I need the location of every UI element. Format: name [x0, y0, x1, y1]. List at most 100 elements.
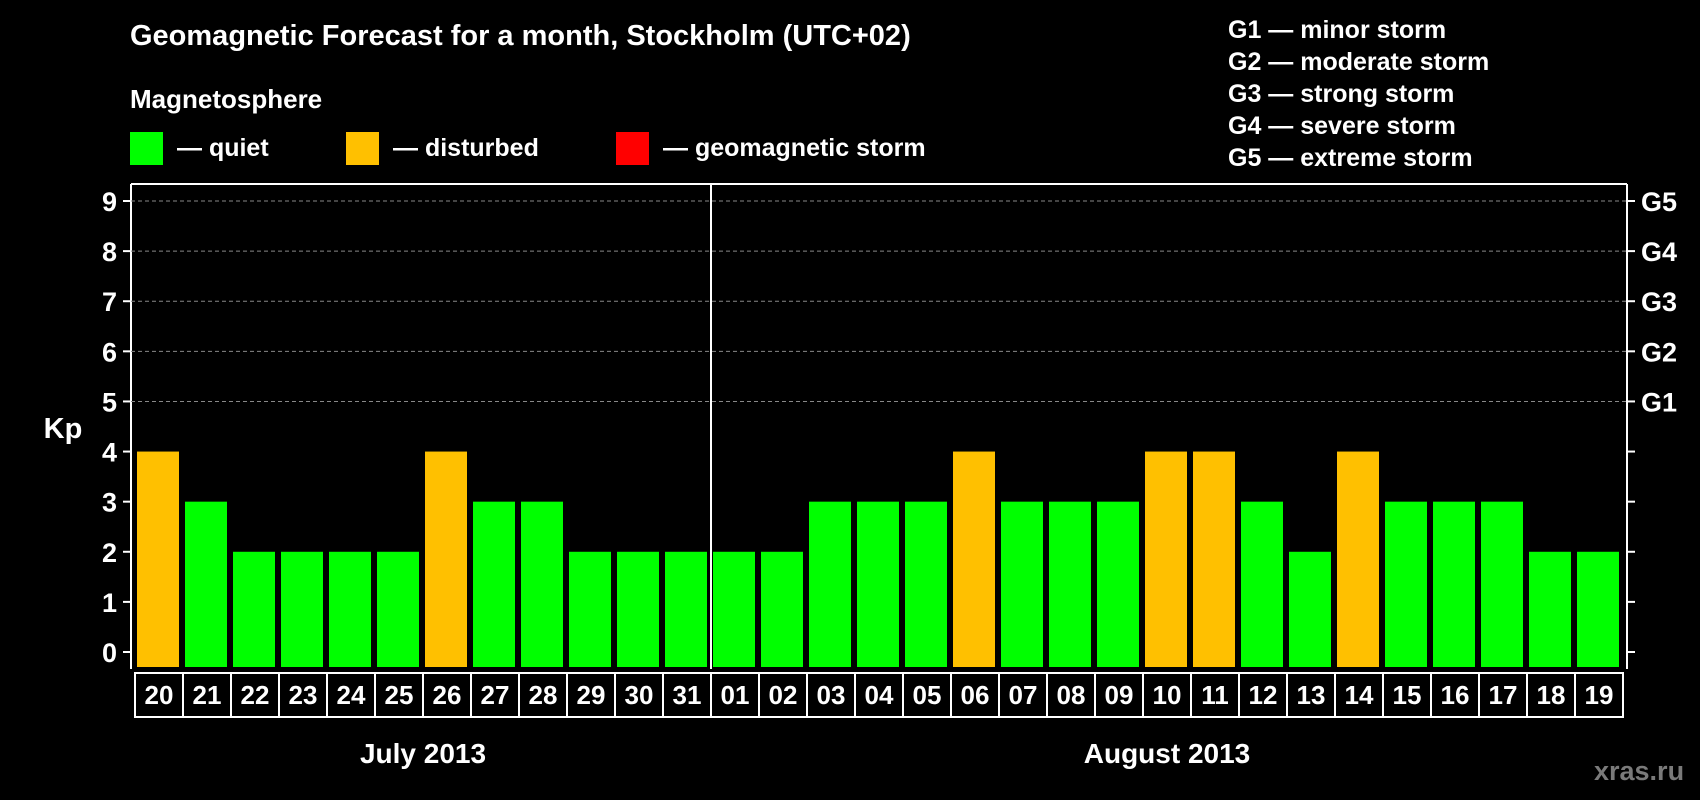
- kp-bar: [185, 501, 227, 667]
- y-tick-label: 7: [102, 287, 117, 317]
- y-tick-label: 5: [102, 387, 117, 417]
- x-tick-label: 07: [1009, 680, 1038, 710]
- y-tick-label: 4: [102, 438, 117, 468]
- y-tick-label: 3: [102, 488, 117, 518]
- g-level-label: G1: [1641, 387, 1677, 417]
- kp-bar: [233, 551, 275, 667]
- g-scale-legend: G1 — minor storm G2 — moderate storm G3 …: [1228, 14, 1489, 174]
- g-level-label: G5: [1641, 187, 1677, 217]
- watermark: xras.ru: [1594, 756, 1685, 786]
- x-tick-label: 26: [433, 680, 462, 710]
- y-tick-label: 2: [102, 538, 117, 568]
- x-tick-label: 20: [145, 680, 174, 710]
- kp-bar: [1289, 551, 1331, 667]
- kp-bar: [329, 551, 371, 667]
- kp-bar: [521, 501, 563, 667]
- kp-bar: [1001, 501, 1043, 667]
- date-row: [134, 672, 1624, 718]
- y-tick-label: 1: [102, 588, 117, 618]
- kp-bar: [137, 451, 179, 667]
- g-level-label: G3: [1641, 287, 1677, 317]
- x-tick-label: 14: [1345, 680, 1374, 710]
- kp-bar: [377, 551, 419, 667]
- y-tick-label: 9: [102, 187, 117, 217]
- g-scale-g5: G5 — extreme storm: [1228, 144, 1473, 172]
- g-scale-g2: G2 — moderate storm: [1228, 48, 1490, 76]
- kp-bar: [1145, 451, 1187, 667]
- x-tick-label: 19: [1585, 680, 1614, 710]
- x-tick-label: 30: [625, 680, 654, 710]
- x-tick-label: 12: [1249, 680, 1278, 710]
- kp-bar: [425, 451, 467, 667]
- g-scale-g4: G4 — severe storm: [1228, 112, 1456, 140]
- x-tick-label: 17: [1489, 680, 1518, 710]
- kp-bar: [1577, 551, 1619, 667]
- kp-bar: [1337, 451, 1379, 667]
- kp-bar: [1481, 501, 1523, 667]
- x-tick-label: 09: [1105, 680, 1134, 710]
- kp-bar: [953, 451, 995, 667]
- kp-bar: [1385, 501, 1427, 667]
- kp-bar: [809, 501, 851, 667]
- x-tick-label: 27: [481, 680, 510, 710]
- legend-quiet-swatch: [130, 132, 163, 165]
- magnetosphere-label: Magnetosphere: [130, 84, 323, 114]
- legend-disturbed: — disturbed: [346, 132, 539, 165]
- legend-storm: — geomagnetic storm: [616, 132, 926, 165]
- y-axis-label: Kp: [44, 413, 83, 445]
- x-tick-label: 06: [961, 680, 990, 710]
- kp-bar: [1193, 451, 1235, 667]
- x-tick-label: 01: [721, 680, 750, 710]
- kp-bar: [617, 551, 659, 667]
- kp-bar: [857, 501, 899, 667]
- g-scale-g3: G3 — strong storm: [1228, 80, 1455, 108]
- x-tick-label: 23: [289, 680, 318, 710]
- x-tick-label: 03: [817, 680, 846, 710]
- kp-bar: [905, 501, 947, 667]
- kp-bar: [665, 551, 707, 667]
- x-tick-label: 08: [1057, 680, 1086, 710]
- x-tick-label: 25: [385, 680, 414, 710]
- chart-title: Geomagnetic Forecast for a month, Stockh…: [130, 20, 911, 52]
- month-label: August 2013: [1084, 738, 1251, 769]
- kp-bar: [1433, 501, 1475, 667]
- x-tick-label: 05: [913, 680, 942, 710]
- kp-bar: [1049, 501, 1091, 667]
- kp-bar: [1097, 501, 1139, 667]
- x-tick-label: 16: [1441, 680, 1470, 710]
- g-level-label: G4: [1641, 237, 1677, 267]
- month-label: July 2013: [360, 738, 486, 769]
- kp-bar: [569, 551, 611, 667]
- x-tick-label: 11: [1201, 680, 1229, 710]
- y-tick-label: 6: [102, 337, 117, 367]
- kp-bar: [281, 551, 323, 667]
- kp-bar: [761, 551, 803, 667]
- legend-storm-swatch: [616, 132, 649, 165]
- kp-bar: [1529, 551, 1571, 667]
- x-tick-label: 04: [865, 680, 894, 710]
- x-tick-label: 22: [241, 680, 270, 710]
- y-tick-label: 0: [102, 638, 117, 668]
- legend-quiet: — quiet: [130, 132, 269, 165]
- g-scale-g1: G1 — minor storm: [1228, 16, 1447, 44]
- legend-disturbed-label: — disturbed: [393, 134, 539, 162]
- x-tick-label: 24: [337, 680, 366, 710]
- x-tick-label: 29: [577, 680, 606, 710]
- legend-quiet-label: — quiet: [177, 134, 269, 162]
- kp-bar: [713, 551, 755, 667]
- g-level-label: G2: [1641, 337, 1677, 367]
- x-tick-label: 15: [1393, 680, 1422, 710]
- kp-bar: [1241, 501, 1283, 667]
- legend-storm-label: — geomagnetic storm: [663, 134, 926, 162]
- y-tick-label: 8: [102, 237, 117, 267]
- x-tick-label: 31: [673, 680, 702, 710]
- x-tick-label: 28: [529, 680, 558, 710]
- x-tick-label: 10: [1153, 680, 1182, 710]
- x-tick-label: 02: [769, 680, 798, 710]
- kp-bar: [473, 501, 515, 667]
- x-tick-label: 18: [1537, 680, 1566, 710]
- x-tick-label: 21: [193, 680, 222, 710]
- x-tick-label: 13: [1297, 680, 1326, 710]
- legend-disturbed-swatch: [346, 132, 379, 165]
